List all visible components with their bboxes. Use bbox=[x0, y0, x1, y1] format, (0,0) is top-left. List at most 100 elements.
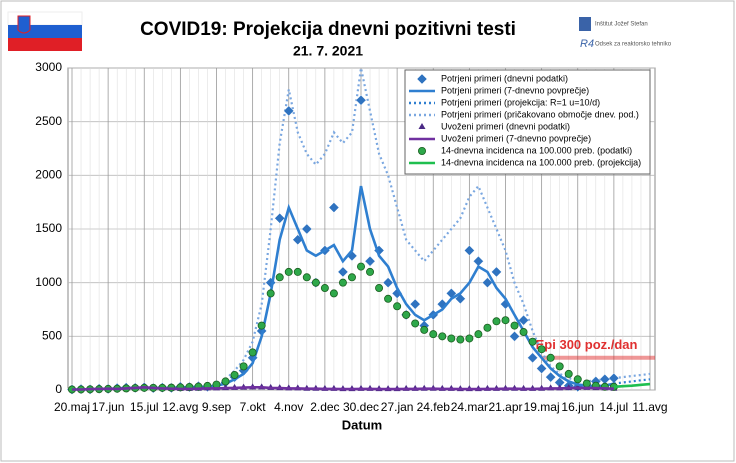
data-point bbox=[518, 314, 529, 326]
data-point bbox=[483, 323, 492, 332]
data-point bbox=[382, 277, 394, 288]
x-tick-label: 2.dec bbox=[310, 400, 339, 414]
data-point bbox=[239, 362, 248, 371]
x-tick-label: 19.maj bbox=[524, 400, 560, 414]
data-point bbox=[528, 337, 537, 346]
x-tick-label: 20.maj bbox=[54, 400, 90, 414]
logo-text: Odsek za reaktorsko tehniko bbox=[595, 42, 672, 48]
data-point bbox=[519, 328, 528, 337]
y-tick-label: 2000 bbox=[35, 168, 62, 182]
data-point bbox=[491, 266, 502, 278]
data-point bbox=[329, 289, 338, 298]
data-point bbox=[420, 325, 429, 334]
data-point bbox=[356, 262, 365, 271]
data-point bbox=[293, 267, 302, 276]
legend-label: Potrjeni primeri (dnevni podatki) bbox=[441, 73, 568, 83]
logo-icon bbox=[579, 17, 591, 31]
data-point bbox=[393, 302, 402, 311]
data-point bbox=[248, 348, 257, 357]
data-point bbox=[510, 321, 519, 330]
data-point bbox=[284, 267, 293, 276]
y-tick-label: 2500 bbox=[35, 114, 62, 128]
legend-label: 14-dnevna incidenca na 100.000 preb. (po… bbox=[441, 145, 632, 155]
x-tick-label: 9.sep bbox=[202, 400, 232, 414]
data-point bbox=[230, 370, 239, 379]
y-tick-label: 500 bbox=[42, 329, 62, 343]
data-point bbox=[257, 321, 266, 330]
data-point bbox=[411, 319, 420, 328]
data-point bbox=[456, 335, 465, 344]
data-point bbox=[536, 363, 547, 374]
data-point bbox=[347, 273, 356, 282]
data-point bbox=[492, 317, 501, 326]
y-tick-label: 1500 bbox=[35, 221, 62, 235]
logo-text: Inštitut Jožef Stefan bbox=[595, 22, 648, 28]
data-point bbox=[355, 94, 367, 106]
flag-red bbox=[8, 38, 82, 51]
data-point bbox=[302, 273, 311, 282]
legend-label: Uvoženi primeri (7-dnevno povprečje) bbox=[441, 133, 591, 143]
x-tick-label: 12.avg bbox=[162, 400, 198, 414]
data-point bbox=[409, 298, 421, 310]
x-tick-label: 11.avg bbox=[632, 400, 667, 414]
data-point bbox=[274, 212, 286, 224]
data-point bbox=[546, 353, 555, 362]
data-point bbox=[482, 277, 493, 288]
chart-title: COVID19: Projekcija dnevni pozitivni tes… bbox=[140, 19, 516, 40]
data-point bbox=[527, 352, 538, 364]
data-point bbox=[402, 310, 411, 319]
y-tick-label: 0 bbox=[55, 382, 62, 396]
data-point bbox=[266, 289, 275, 298]
x-tick-label: 4.nov bbox=[274, 400, 303, 414]
series-line bbox=[613, 378, 651, 385]
data-point bbox=[564, 369, 573, 378]
data-point bbox=[501, 316, 510, 325]
data-point bbox=[328, 202, 340, 213]
x-tick-label: 16.jun bbox=[561, 400, 594, 414]
x-tick-label: 14.jul bbox=[600, 400, 629, 414]
data-point bbox=[375, 284, 384, 293]
data-point bbox=[537, 345, 546, 354]
x-axis-label: Datum bbox=[342, 417, 382, 432]
flag-crest bbox=[17, 15, 31, 34]
data-point bbox=[221, 377, 230, 386]
annotation: Epi 300 poz./dan bbox=[536, 337, 638, 352]
data-point bbox=[429, 330, 438, 339]
data-point bbox=[337, 266, 349, 278]
logo-icon-text: R4 bbox=[580, 38, 594, 50]
x-tick-label: 17.jun bbox=[92, 400, 125, 414]
data-point bbox=[464, 245, 475, 256]
legend-swatch bbox=[417, 146, 426, 155]
data-point bbox=[366, 267, 375, 276]
data-point bbox=[582, 379, 591, 388]
data-point bbox=[509, 331, 520, 342]
flag bbox=[7, 11, 83, 51]
data-point bbox=[465, 334, 474, 343]
data-point bbox=[384, 294, 393, 303]
data-point bbox=[275, 273, 284, 282]
legend-box bbox=[404, 69, 651, 175]
data-point bbox=[283, 105, 295, 117]
x-tick-label: 15.jul bbox=[130, 400, 159, 414]
data-point bbox=[474, 330, 483, 339]
x-tick-label: 30.dec bbox=[343, 400, 379, 414]
legend-swatch bbox=[418, 123, 426, 129]
data-point bbox=[311, 278, 320, 287]
legend-label: Uvoženi primeri (dnevni podatki) bbox=[441, 121, 570, 131]
y-tick-label: 1000 bbox=[35, 275, 62, 289]
data-point bbox=[301, 223, 313, 235]
data-point bbox=[555, 362, 564, 371]
legend-label: Potrjeni primeri (pričakovano območje dn… bbox=[441, 109, 639, 119]
x-tick-label: 24.feb bbox=[417, 400, 451, 414]
data-point bbox=[438, 332, 447, 341]
legend-label: Potrjeni primeri (projekcija: R=1 u=10/d… bbox=[441, 97, 600, 107]
x-tick-label: 27.jan bbox=[381, 400, 414, 414]
series-line bbox=[613, 382, 651, 389]
chart-subtitle: 21. 7. 2021 bbox=[293, 43, 363, 59]
data-point bbox=[447, 334, 456, 343]
series-line bbox=[72, 385, 614, 391]
data-point bbox=[320, 284, 329, 293]
data-point bbox=[338, 278, 347, 287]
